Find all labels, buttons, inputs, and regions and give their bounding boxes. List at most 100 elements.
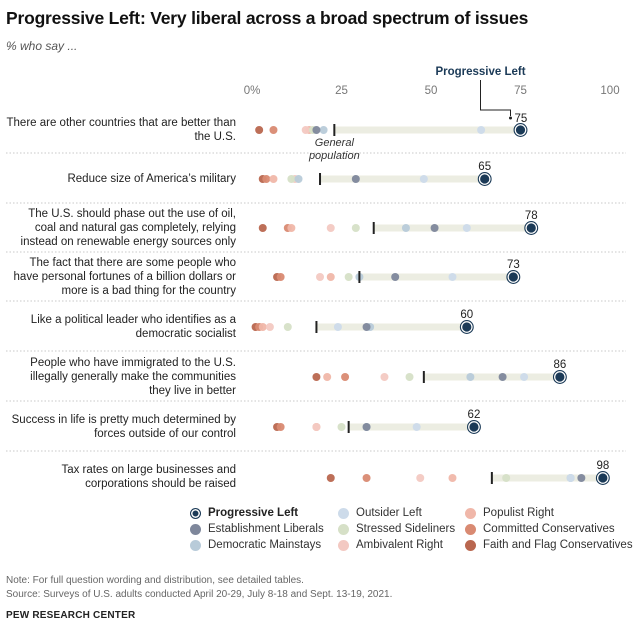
- dot-progressive-left-ring: [467, 420, 481, 434]
- dot-ambivalent-right: [380, 373, 389, 381]
- dot-democratic-mainstays: [401, 224, 410, 232]
- progressive-left-annotation: Progressive Left: [435, 66, 525, 78]
- dot-progressive-left: [514, 124, 527, 136]
- dot-establishment-liberals: [577, 474, 586, 482]
- x-tick-label: 25: [335, 85, 348, 97]
- legend-item: Establishment Liberals: [190, 523, 324, 535]
- dot-progressive-left-ring: [477, 172, 492, 186]
- dot-populist-right: [448, 474, 457, 482]
- legend-item: Democratic Mainstays: [190, 539, 321, 551]
- dot-democratic-mainstays: [294, 175, 303, 183]
- dot-ambivalent-right: [316, 273, 325, 281]
- annotation-leader: [480, 80, 511, 116]
- dot-outsider-left: [477, 126, 486, 134]
- dot-progressive-left-ring: [459, 320, 474, 334]
- dot-progressive-left: [597, 472, 609, 484]
- dot-stressed-sideliners: [287, 175, 296, 183]
- legend-swatch: [190, 539, 201, 551]
- dot-progressive-left: [468, 421, 480, 433]
- legend-swatch: [338, 507, 349, 519]
- legend-item: Faith and Flag Conservatives: [465, 539, 633, 551]
- dot-faith-flag-conservatives: [255, 126, 264, 134]
- x-tick-label: 0%: [244, 85, 261, 97]
- general-population-annotation: General population: [308, 137, 360, 162]
- dot-progressive-left-ring: [513, 123, 528, 137]
- legend-swatch: [465, 523, 476, 535]
- chart-subtitle: % who say ...: [6, 39, 78, 53]
- dot-progressive-left-ring: [552, 370, 567, 384]
- dot-democratic-mainstays: [319, 126, 328, 134]
- dot-populist-right: [287, 224, 296, 232]
- range-band: [320, 175, 485, 183]
- dot-committed-conservatives: [276, 423, 285, 431]
- row-label: People who have immigrated to the U.S. i…: [30, 357, 236, 397]
- range-band: [423, 373, 560, 381]
- legend-item: Populist Right: [465, 507, 554, 519]
- dot-outsider-left: [462, 224, 471, 232]
- value-label: 65: [478, 161, 491, 173]
- legend-swatch: [338, 539, 349, 551]
- x-tick-label: 75: [514, 85, 527, 97]
- row-label: Success in life is pretty much determine…: [11, 414, 236, 440]
- dot-populist-right: [323, 373, 332, 381]
- legend-item: Outsider Left: [338, 507, 422, 519]
- legend-label: Ambivalent Right: [356, 539, 443, 551]
- footnote: Note: For full question wording and dist…: [6, 575, 304, 586]
- dot-establishment-liberals: [391, 273, 400, 281]
- dot-stressed-sideliners: [405, 373, 414, 381]
- dot-democratic-mainstays: [466, 373, 475, 381]
- dot-populist-right: [326, 273, 335, 281]
- legend-swatch: [465, 539, 476, 551]
- value-label: 86: [553, 359, 566, 371]
- brand-name: PEW RESEARCH CENTER: [6, 610, 136, 621]
- dot-progressive-left: [460, 321, 473, 333]
- dot-progressive-left-ring: [506, 270, 521, 284]
- dot-outsider-left: [520, 373, 529, 381]
- dot-establishment-liberals: [362, 423, 371, 431]
- value-label: 60: [460, 309, 473, 321]
- dot-ambivalent-right: [312, 423, 321, 431]
- dot-committed-conservatives: [341, 373, 350, 381]
- legend-label: Faith and Flag Conservatives: [483, 539, 633, 551]
- dot-committed-conservatives: [269, 126, 278, 134]
- legend-item: Ambivalent Right: [338, 539, 443, 551]
- range-band: [334, 126, 521, 134]
- range-band: [348, 423, 474, 431]
- row-label: Reduce size of America’s military: [67, 173, 236, 185]
- legend-label: Progressive Left: [208, 507, 299, 519]
- dot-stressed-sideliners: [283, 323, 292, 331]
- dot-outsider-left: [566, 474, 575, 482]
- value-label: 98: [596, 460, 609, 472]
- legend-swatch: [465, 507, 476, 519]
- dot-stressed-sideliners: [351, 224, 360, 232]
- dot-progressive-left: [507, 271, 520, 283]
- dot-establishment-liberals: [362, 323, 371, 331]
- legend-item: Progressive Left: [190, 507, 298, 519]
- dot-establishment-liberals: [498, 373, 507, 381]
- dot-stressed-sideliners: [337, 423, 346, 431]
- legend-label: Populist Right: [483, 507, 554, 519]
- value-label-pointer: [509, 116, 512, 120]
- legend-item: Stressed Sideliners: [338, 523, 455, 535]
- chart-title: Progressive Left: Very liberal across a …: [6, 8, 529, 28]
- legend-swatch: [338, 523, 349, 535]
- source-note: Source: Surveys of U.S. adults conducted…: [6, 589, 393, 600]
- dot-progressive-left: [554, 371, 566, 383]
- legend-label: Stressed Sideliners: [356, 523, 456, 535]
- dot-committed-conservatives: [262, 175, 271, 183]
- row-label: There are other countries that are bette…: [6, 117, 237, 143]
- range-band: [359, 273, 514, 281]
- dot-populist-right: [269, 175, 278, 183]
- row-label: Like a political leader who identifies a…: [30, 314, 236, 340]
- value-label: 62: [468, 409, 481, 421]
- annotation-line: population: [308, 150, 360, 162]
- dot-populist-right: [258, 323, 267, 331]
- dot-outsider-left: [333, 323, 342, 331]
- legend-swatch: [190, 507, 201, 519]
- dot-outsider-left: [448, 273, 457, 281]
- dot-progressive-left-ring: [524, 221, 539, 235]
- legend-item: Committed Conservatives: [465, 523, 615, 535]
- dot-faith-flag-conservatives: [312, 373, 321, 381]
- dot-ambivalent-right: [301, 126, 310, 134]
- value-label: 78: [525, 210, 538, 222]
